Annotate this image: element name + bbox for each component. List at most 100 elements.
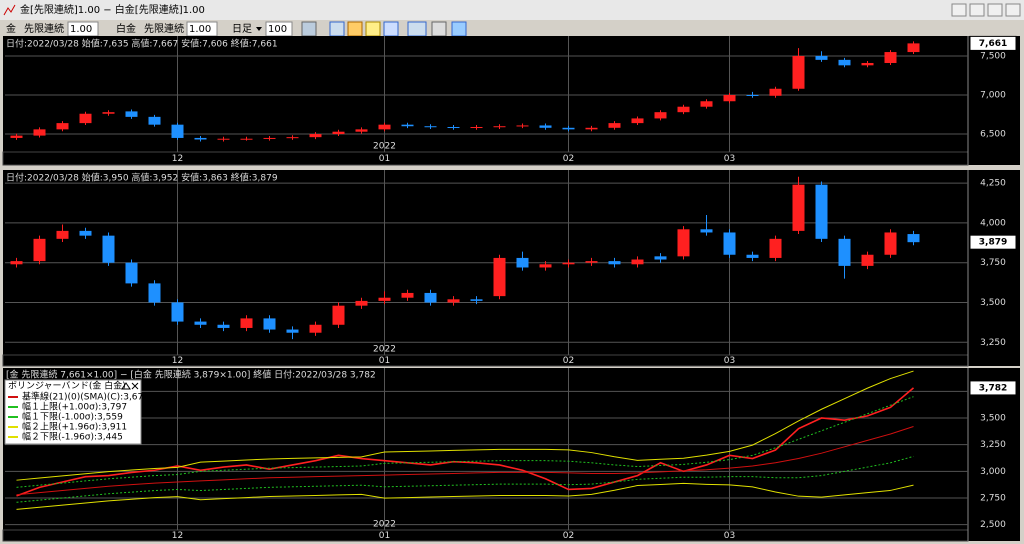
candle-body: [792, 55, 805, 89]
y-tick-label: 4,000: [980, 218, 1006, 228]
candle-body: [861, 254, 874, 266]
candle-body: [171, 124, 184, 138]
candle-body: [286, 329, 299, 333]
candle-body: [378, 297, 391, 301]
y-tick-label: 6,500: [980, 130, 1006, 140]
dropdown-arrow: [256, 27, 262, 31]
candle-body: [769, 238, 782, 258]
legend: ボリンジャーバンド(金 白金)基準線(21)(0)(SMA)(C):3,678幅…: [4, 379, 149, 445]
candle-body: [493, 257, 506, 297]
maximize-button[interactable]: [987, 3, 1003, 17]
candle-body: [217, 324, 230, 328]
candle-body: [286, 137, 299, 139]
hand-tool[interactable]: [347, 21, 363, 37]
candle-body: [309, 134, 322, 138]
candle-body: [539, 264, 552, 268]
y-tick-label: 4,250: [980, 179, 1006, 189]
line-tool[interactable]: [383, 21, 399, 37]
y-tick-label: 3,250: [980, 338, 1006, 348]
title-bar: [0, 0, 1024, 20]
last-price-label: 3,782: [979, 383, 1007, 393]
panel: [3, 368, 1020, 541]
info-text: 日付:2022/03/28 始値:3,950 高値:3,952 安値:3,863…: [6, 172, 278, 184]
candle-body: [769, 88, 782, 96]
last-price-label: 7,661: [979, 39, 1007, 49]
candle-body: [240, 318, 253, 328]
candle-body: [792, 184, 805, 231]
legend-entry: 幅１下限(-1.00σ):3,559: [22, 411, 123, 423]
x-tick-label: 01: [379, 356, 390, 366]
candle-body: [79, 230, 92, 236]
tool-icon[interactable]: [301, 21, 317, 37]
multiplier-value: 1.00: [189, 24, 211, 35]
candle-body: [470, 127, 483, 129]
info-text: 日付:2022/03/28 始値:7,635 高値:7,667 安値:7,606…: [6, 38, 278, 50]
candle-body: [240, 138, 253, 140]
restore-button[interactable]: [951, 3, 967, 17]
candle-body: [539, 125, 552, 128]
x-axis-strip: [2, 354, 969, 367]
period-select[interactable]: 日足: [232, 23, 252, 35]
candle-body: [815, 184, 828, 239]
candle-body: [148, 283, 161, 303]
x-tick-label: 02: [563, 531, 574, 541]
series-line: [16, 482, 914, 510]
candle-body: [700, 229, 713, 233]
panel-header: [金 先限連続 7,661×1.00] − [白金 先限連続 3,879×1.0…: [6, 369, 376, 381]
candle-body: [838, 59, 851, 66]
x-tick-label: 03: [724, 531, 735, 541]
candle-body: [608, 261, 621, 265]
year-label: 2022: [373, 142, 396, 152]
candle-body: [654, 112, 667, 119]
candle-body: [700, 101, 713, 107]
settings-tool[interactable]: [431, 21, 447, 37]
last-price-box: [969, 234, 1017, 250]
minimize-button[interactable]: [969, 3, 985, 17]
close-button[interactable]: [1005, 3, 1021, 17]
candle-body: [562, 262, 575, 265]
candle-body: [263, 137, 276, 139]
candle-body: [171, 302, 184, 322]
candle-body: [125, 262, 138, 284]
candle-body: [516, 257, 529, 268]
candle-body: [332, 131, 345, 135]
x-axis-strip: [2, 529, 969, 542]
contract-label: 先限連続: [24, 22, 64, 35]
candle-body: [654, 256, 667, 260]
candle-body: [493, 126, 506, 128]
chart-type[interactable]: [407, 21, 427, 37]
candle-body: [746, 254, 759, 258]
legend-entry: 基準線(21)(0)(SMA)(C):3,678: [22, 391, 149, 403]
candle-body: [677, 106, 690, 113]
candle-body: [309, 324, 322, 333]
pen-tool[interactable]: [365, 21, 381, 37]
refresh-tool[interactable]: [451, 21, 467, 37]
count-value: 100: [268, 24, 287, 35]
y-tick-label: 7,500: [980, 51, 1006, 61]
candle-body: [378, 124, 391, 130]
panel: [3, 36, 1020, 165]
y-tick-label: 3,500: [980, 298, 1006, 308]
candle-body: [884, 52, 897, 63]
item-label: 金: [6, 22, 16, 35]
candle-body: [723, 95, 736, 102]
cursor-tool[interactable]: [329, 21, 345, 37]
x-tick-label: 01: [379, 531, 390, 541]
y-tick-label: 3,750: [980, 258, 1006, 268]
candle-body: [148, 116, 161, 125]
x-axis-strip: [2, 151, 969, 166]
candle-body: [102, 112, 115, 114]
y-tick-label: 3,000: [980, 467, 1006, 477]
candle-body: [631, 118, 644, 124]
candle-body: [562, 127, 575, 130]
series-line: [16, 426, 914, 496]
x-tick-label: 12: [172, 531, 183, 541]
last-price-box: [969, 35, 1017, 51]
legend-box: [4, 379, 142, 445]
legend-close: [131, 382, 139, 390]
candle-body: [746, 95, 759, 96]
item-label: 白金: [116, 22, 136, 35]
candle-body: [470, 299, 483, 301]
